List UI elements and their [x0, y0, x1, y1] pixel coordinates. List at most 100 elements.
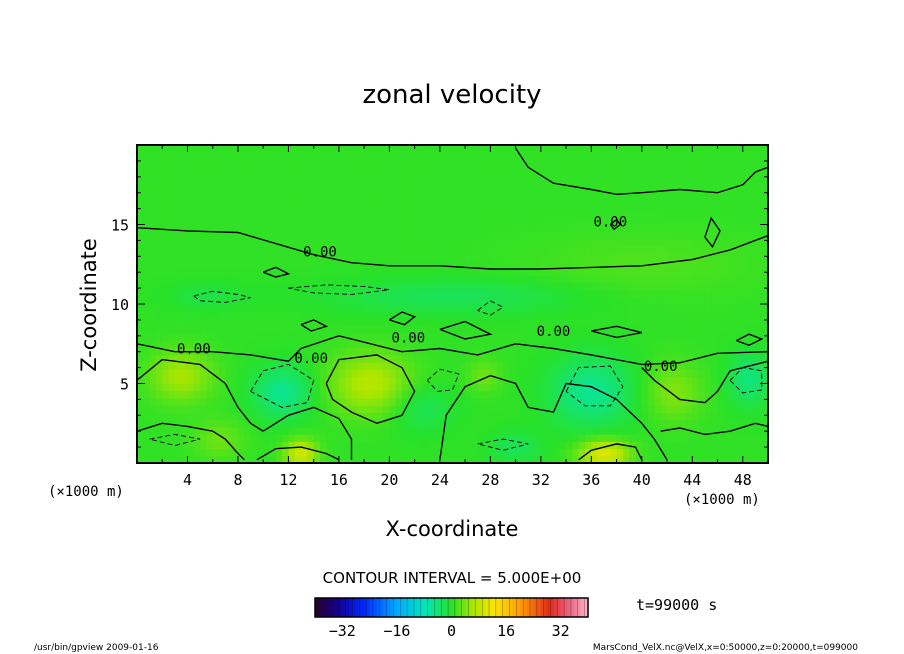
heat-cell	[635, 173, 643, 182]
heat-cell	[174, 405, 182, 414]
heat-cell	[294, 354, 302, 363]
heat-cell	[515, 289, 523, 298]
heat-cell	[660, 224, 668, 233]
heat-cell	[698, 325, 706, 334]
heat-cell	[585, 267, 592, 276]
heat-cell	[231, 246, 239, 255]
heat-cell	[433, 202, 441, 211]
heat-cell	[326, 318, 334, 327]
heat-cell	[357, 202, 365, 211]
heat-cell	[319, 340, 327, 348]
heat-cell	[256, 246, 264, 255]
heat-cell	[275, 289, 283, 298]
heat-cell	[490, 448, 498, 457]
heat-cell	[168, 361, 176, 370]
heat-cell	[383, 325, 390, 334]
heat-cell	[206, 383, 214, 392]
heat-cell	[591, 390, 599, 399]
heat-cell	[736, 347, 744, 356]
heat-cell	[288, 361, 296, 370]
heat-cell	[288, 173, 296, 182]
heat-cell	[635, 275, 643, 283]
heat-cell	[244, 361, 252, 370]
heat-cell	[155, 390, 163, 399]
heat-cell	[219, 332, 226, 341]
heat-cell	[528, 188, 536, 197]
heat-cell	[319, 224, 327, 233]
heat-cell	[534, 397, 542, 406]
heat-cell	[376, 267, 384, 276]
heat-cell	[357, 253, 365, 262]
heat-cell	[730, 390, 738, 399]
heat-cell	[603, 455, 611, 463]
heat-cell	[288, 455, 296, 463]
heat-cell	[660, 390, 668, 399]
heat-cell	[723, 383, 731, 392]
heat-cell	[263, 441, 271, 450]
heat-cell	[572, 390, 580, 399]
heat-cell	[237, 166, 245, 175]
heat-cell	[749, 145, 756, 153]
heat-cell	[237, 361, 245, 370]
heat-cell	[364, 455, 372, 463]
heat-cell	[370, 397, 378, 406]
heat-cell	[547, 260, 555, 269]
heat-cell	[439, 361, 447, 370]
heat-cell	[427, 275, 435, 283]
heat-cell	[402, 434, 409, 442]
heat-cell	[319, 354, 327, 363]
heat-cell	[528, 448, 536, 457]
heat-cell	[155, 246, 163, 255]
heat-cell	[597, 369, 605, 377]
heat-cell	[376, 282, 384, 291]
heat-cell	[395, 332, 403, 341]
heat-cell	[528, 434, 536, 442]
heat-cell	[395, 397, 403, 406]
heat-cell	[742, 238, 750, 247]
heat-cell	[572, 332, 580, 341]
heat-cell	[540, 166, 548, 175]
heat-cell	[648, 332, 656, 341]
heat-cell	[370, 390, 378, 399]
heat-cell	[446, 455, 454, 463]
heat-cell	[187, 397, 195, 406]
heat-cell	[294, 304, 302, 312]
heat-cell	[200, 275, 208, 283]
heat-cell	[263, 325, 271, 334]
contour-line-zero	[137, 335, 768, 366]
heat-cell	[465, 202, 473, 211]
heat-cell	[389, 217, 397, 226]
heat-cell	[181, 340, 189, 348]
contour-line-zero	[137, 227, 768, 270]
heat-cell	[250, 455, 258, 463]
heat-cell	[162, 448, 170, 457]
heat-cell	[755, 426, 763, 435]
heat-cell	[357, 397, 365, 406]
heat-cell	[673, 434, 681, 442]
heat-cell	[433, 448, 441, 457]
heat-cell	[244, 318, 252, 327]
heat-cell	[736, 145, 744, 153]
heat-cell	[433, 231, 441, 240]
heat-cell	[667, 275, 674, 283]
heat-cell	[597, 282, 605, 291]
heat-cell	[219, 390, 226, 399]
heat-cell	[534, 195, 542, 204]
heat-cell	[578, 397, 586, 406]
heat-cell	[629, 376, 637, 385]
heat-cell	[357, 390, 365, 399]
heat-cell	[414, 267, 422, 276]
heat-cell	[414, 383, 422, 392]
heat-cell	[723, 289, 731, 298]
heat-cell	[761, 369, 768, 377]
heat-cell	[673, 166, 681, 175]
heat-cell	[345, 275, 353, 283]
heat-cell	[269, 166, 277, 175]
heat-cell	[673, 390, 681, 399]
contour-labels: 0.000.000.000.000.00 0.000.00	[177, 214, 678, 375]
heat-cell	[648, 181, 656, 189]
heat-cell	[749, 202, 756, 211]
heat-cell	[553, 383, 561, 392]
heat-cell	[547, 304, 555, 312]
heat-cell	[256, 296, 264, 305]
